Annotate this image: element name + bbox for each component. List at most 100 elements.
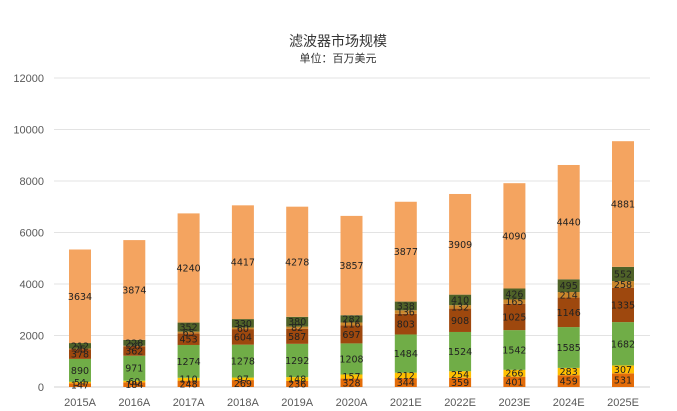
data-label: 54: [74, 378, 86, 389]
data-label: 266: [505, 369, 523, 380]
x-tick-label: 2024E: [553, 397, 585, 409]
bar-segment: [449, 371, 472, 378]
data-label: 282: [342, 314, 360, 325]
data-label: 352: [180, 323, 198, 334]
data-label: 4417: [231, 258, 255, 269]
data-label: 531: [614, 376, 632, 387]
data-label: 147: [71, 381, 89, 392]
data-label: 184: [125, 380, 143, 391]
data-label: 4440: [557, 218, 581, 229]
chart-title: 滤波器市场规模: [289, 33, 387, 50]
data-label: 426: [505, 289, 523, 300]
data-label: 258: [614, 280, 632, 291]
y-tick-label: 0: [38, 382, 44, 394]
bar-segment: [394, 313, 417, 335]
bar-segment: [557, 292, 580, 298]
bar-segment: [340, 322, 363, 326]
bar-segment: [177, 344, 200, 378]
bar-segment: [449, 305, 472, 309]
data-label: 110: [180, 375, 198, 386]
data-label: 4090: [502, 231, 526, 242]
bar-segment: [394, 201, 417, 302]
bar-segment: [394, 310, 417, 314]
bar-segment: [177, 213, 200, 323]
bar-segment: [177, 377, 200, 381]
x-tick-label: 2018A: [227, 397, 259, 409]
data-label: 587: [288, 332, 306, 343]
data-label: 214: [560, 290, 578, 301]
bar-segment: [503, 183, 526, 289]
bar-segment: [557, 367, 580, 376]
bar-segment: [503, 299, 526, 304]
bar-segment: [123, 382, 146, 387]
data-label: 269: [234, 379, 252, 390]
bar-segment: [231, 377, 254, 381]
data-label: 3857: [339, 261, 363, 272]
data-label: 307: [614, 365, 632, 376]
bar-segment: [557, 375, 580, 387]
x-tick-label: 2023E: [498, 397, 530, 409]
bar-segment: [449, 308, 472, 332]
data-label: 453: [180, 335, 198, 346]
bar-segment: [69, 383, 91, 387]
data-label: 82: [291, 323, 303, 334]
x-tick-label: 2015A: [64, 397, 96, 409]
bar-segment: [612, 322, 634, 366]
data-label: 116: [342, 319, 360, 330]
bar-segment: [286, 328, 309, 344]
bar-segment: [231, 327, 254, 330]
bar-segment: [123, 240, 146, 340]
bar-segment: [286, 377, 309, 381]
bar-segment: [612, 266, 634, 282]
data-label: 65: [183, 328, 195, 339]
bar-segment: [286, 380, 309, 387]
data-label: 248: [180, 379, 198, 390]
y-tick-label: 4000: [20, 279, 44, 291]
bar-segment: [340, 374, 363, 379]
data-label: 148: [288, 375, 306, 386]
bar-segment: [449, 294, 472, 306]
data-label: 1208: [339, 354, 363, 365]
data-label: 212: [71, 341, 89, 352]
bar-segment: [231, 380, 254, 387]
data-label: 1278: [231, 357, 255, 368]
data-label: 908: [451, 316, 469, 327]
data-label: 212: [397, 371, 415, 382]
x-tick-label: 2020A: [336, 397, 368, 409]
bar-segment: [69, 348, 91, 350]
data-label: 1274: [177, 357, 201, 368]
bar-segment: [340, 315, 363, 323]
data-label: 1146: [557, 308, 581, 319]
bar-segment: [69, 358, 91, 382]
bar-segment: [286, 326, 309, 329]
x-tick-label: 2025E: [607, 397, 639, 409]
data-label: 136: [397, 308, 415, 319]
gridlines: 0 2000 4000 6000 8000 10000 12000: [13, 73, 650, 394]
data-label: 330: [234, 319, 252, 330]
bar-segment: [449, 331, 472, 372]
data-label: 4881: [611, 200, 635, 211]
bar-segment: [340, 325, 363, 344]
bar-segment: [231, 344, 254, 378]
y-tick-label: 6000: [20, 228, 44, 240]
bar-segment: [231, 319, 254, 328]
data-label: 803: [397, 320, 415, 331]
data-label: 971: [125, 364, 143, 375]
bar-segment: [177, 322, 200, 332]
data-label: 459: [560, 377, 578, 388]
bar-segment: [286, 206, 309, 317]
y-tick-label: 10000: [13, 125, 44, 137]
x-tick-label: 2019A: [281, 397, 313, 409]
bar-segment: [177, 380, 200, 387]
bar-segment: [231, 205, 254, 320]
bar-segment: [123, 346, 146, 356]
data-label: 60: [128, 377, 140, 388]
data-label: 604: [234, 332, 252, 343]
data-label: 3634: [68, 292, 92, 303]
bar-segment: [69, 381, 91, 384]
data-label: 228: [125, 338, 143, 349]
data-label: 380: [288, 317, 306, 328]
data-label: 378: [71, 350, 89, 361]
data-label: 1335: [611, 300, 635, 311]
x-tick-label: 2021E: [390, 397, 422, 409]
